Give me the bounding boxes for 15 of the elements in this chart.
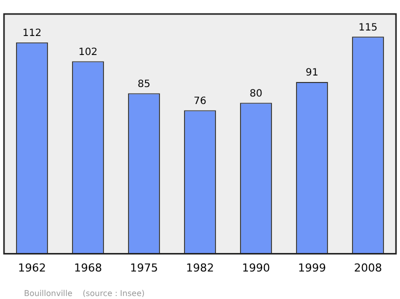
data-label: 102 <box>78 46 98 58</box>
x-tick-label: 1968 <box>74 261 102 274</box>
x-tick-label: 2008 <box>354 261 382 274</box>
data-label: 115 <box>358 22 378 34</box>
data-label: 112 <box>22 28 42 39</box>
data-label: 76 <box>194 96 206 107</box>
data-label: 80 <box>250 88 262 100</box>
x-tick-label: 1990 <box>242 261 270 274</box>
data-label: 85 <box>138 78 150 90</box>
text: Bouillonville (source : Insee) <box>24 289 145 298</box>
x-tick-label: 1975 <box>130 261 158 274</box>
x-tick-label: 1962 <box>18 261 46 274</box>
x-tick-label: 1999 <box>298 261 326 274</box>
data-label: 91 <box>306 68 318 79</box>
x-tick-label: 1982 <box>186 261 214 274</box>
